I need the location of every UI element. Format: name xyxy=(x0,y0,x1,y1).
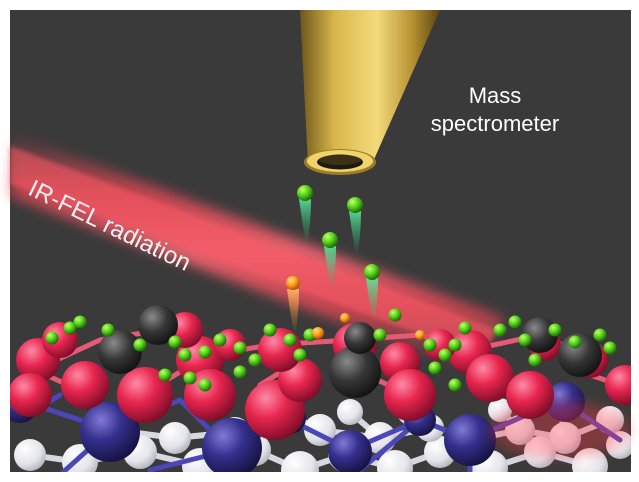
white-atom xyxy=(337,399,363,425)
desorption-trail xyxy=(366,278,378,324)
hydrogen-atom xyxy=(198,378,212,392)
hydrogen-atom xyxy=(198,345,212,359)
desorption-trail xyxy=(324,246,336,292)
excited-atom xyxy=(415,330,425,340)
red-atom xyxy=(184,369,236,421)
desorption-trail xyxy=(349,211,361,257)
hydrogen-atom xyxy=(448,378,462,392)
hydrogen-atom xyxy=(593,328,607,342)
white-atom xyxy=(377,450,413,472)
hydrogen-atom xyxy=(364,264,380,280)
hydrogen-atom xyxy=(168,335,182,349)
red-atom xyxy=(466,354,514,402)
hydrogen-atom xyxy=(423,338,437,352)
mass-spectrometer-nozzle xyxy=(300,10,440,175)
desorbed-atoms xyxy=(286,185,380,335)
mass-spectrometer-label: Mass spectrometer xyxy=(420,82,570,138)
hydrogen-atom xyxy=(322,232,338,248)
red-atom xyxy=(258,328,302,372)
blue-atom xyxy=(80,402,140,462)
hydrogen-atom xyxy=(603,341,617,355)
red-atom xyxy=(61,361,109,409)
hydrogen-atom xyxy=(493,323,507,337)
white-atom xyxy=(14,439,46,471)
gray-atom xyxy=(329,346,381,398)
blue-atom xyxy=(202,418,262,472)
hydrogen-atom xyxy=(183,371,197,385)
excited-atom xyxy=(340,313,350,323)
surface-atoms xyxy=(10,305,631,440)
hydrogen-atom xyxy=(178,348,192,362)
mass-label-line1: Mass xyxy=(468,83,522,108)
hydrogen-atom xyxy=(297,185,313,201)
hydrogen-atom xyxy=(548,323,562,337)
hydrogen-atom xyxy=(45,331,59,345)
red-atom xyxy=(506,371,554,419)
hydrogen-atom xyxy=(508,315,522,329)
excited-atom xyxy=(312,327,324,339)
hydrogen-atom xyxy=(347,197,363,213)
desorption-trail xyxy=(287,289,299,335)
hydrogen-atom xyxy=(73,315,87,329)
excited-atom xyxy=(286,276,300,290)
hydrogen-atom xyxy=(373,328,387,342)
hydrogen-atom xyxy=(158,368,172,382)
hydrogen-atom xyxy=(63,321,77,335)
white-atom xyxy=(281,451,319,472)
blue-atom xyxy=(328,430,372,472)
hydrogen-atom xyxy=(458,321,472,335)
hydrogen-atom xyxy=(568,335,582,349)
red-atom xyxy=(117,367,173,423)
beam-glow-spot xyxy=(490,402,630,458)
hydrogen-atom xyxy=(233,365,247,379)
desorption-trail xyxy=(299,199,311,245)
gray-atom xyxy=(138,305,178,345)
hydrogen-atom xyxy=(233,341,247,355)
blue-atom xyxy=(444,414,496,466)
hydrogen-atom xyxy=(448,338,462,352)
gray-atom xyxy=(98,330,142,374)
hydrogen-atom xyxy=(283,333,297,347)
hydrogen-atom xyxy=(528,353,542,367)
hydrogen-atom xyxy=(438,348,452,362)
hydrogen-atom xyxy=(428,361,442,375)
hydrogen-atom xyxy=(101,323,115,337)
hydrogen-atom xyxy=(388,308,402,322)
hydrogen-atom xyxy=(133,338,147,352)
gray-atom xyxy=(522,317,558,353)
red-atom xyxy=(605,365,631,405)
mass-label-line2: spectrometer xyxy=(430,111,560,136)
gray-atom xyxy=(344,322,376,354)
white-atom xyxy=(159,422,191,454)
hydrogen-atom xyxy=(263,323,277,337)
red-atom xyxy=(384,369,436,421)
red-atom xyxy=(10,373,52,417)
hydrogen-atom xyxy=(248,353,262,367)
hydrogen-atom xyxy=(518,333,532,347)
hydrogen-atom xyxy=(293,348,307,362)
hydrogen-atom xyxy=(213,333,227,347)
